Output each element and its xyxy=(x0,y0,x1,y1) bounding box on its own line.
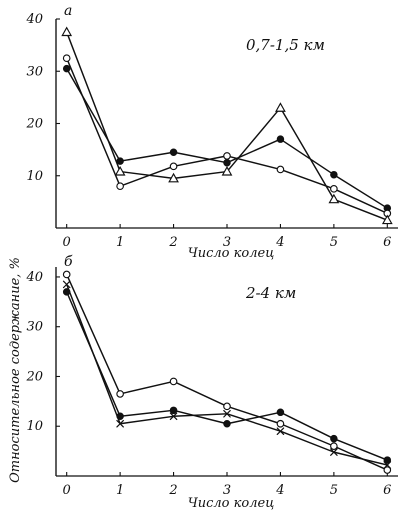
panel-a-distance-annotation: 0,7-1,5 км xyxy=(246,36,325,54)
panel-a-series-2-point-0 xyxy=(62,54,71,63)
panel-a-series-2-open-circle-line xyxy=(65,57,389,215)
panel-a-series xyxy=(61,26,393,225)
panel-a-series-1-point-4 xyxy=(276,135,285,143)
panel-a-y-tick-label-40: 40 xyxy=(25,12,43,27)
panel-b-distance-annotation: 2-4 км xyxy=(245,284,296,302)
panel-b-series-2-point-1 xyxy=(116,390,124,398)
panel-a-series-3-point-4 xyxy=(275,102,286,112)
panel-b-series-2-point-3 xyxy=(223,402,231,411)
panel-b-series-1-point-3 xyxy=(223,420,231,428)
panel-b-series-2-point-2 xyxy=(169,377,178,386)
panel-a-series-3-point-2 xyxy=(168,172,179,183)
panel-b-series-2-point-0 xyxy=(62,270,71,279)
panel-a-x-tick-label-1: 1 xyxy=(116,235,124,250)
panel-b-x-tick-label-4: 4 xyxy=(275,483,284,498)
panel-b-series xyxy=(62,270,392,474)
panel-b-series-3-point-2 xyxy=(169,412,178,421)
panel-a-series-2-point-1 xyxy=(116,182,124,191)
panel-a-series-1-point-1 xyxy=(116,157,124,165)
panel-b-x-tick-label-3: 3 xyxy=(223,483,231,498)
panel-a-series-1-filled-circle-line xyxy=(65,67,389,209)
panel-a-series-3-point-6 xyxy=(381,214,393,225)
chart-panel-b: б 2-4 км Число колец 0 1 2 3 4 5 6 10 20 30 40 xyxy=(25,254,398,511)
panel-a-series-3-point-5 xyxy=(328,193,340,204)
panel-a-x-tick-label-4: 4 xyxy=(275,235,284,250)
panel-b-series-1-point-2 xyxy=(169,406,178,415)
panel-a-series-1-point-5 xyxy=(330,170,338,179)
panel-b-x-tick-label-2: 2 xyxy=(168,483,177,498)
panel-a-x-tick-label-3: 3 xyxy=(223,235,231,250)
panel-b-x-tick-label-5: 5 xyxy=(330,483,338,498)
panel-a-x-tick-label-2: 2 xyxy=(168,235,177,250)
panel-a-series-2-point-3 xyxy=(223,152,231,160)
panel-b-series-1-point-6 xyxy=(383,456,392,464)
panel-b-series-3-point-1 xyxy=(116,419,124,428)
panel-a-series-3-point-0 xyxy=(61,26,73,37)
panel-a-y-tick-label-20: 20 xyxy=(25,117,43,132)
panel-b-y-tick-label-30: 30 xyxy=(26,320,43,335)
panel-a-series-2-point-2 xyxy=(169,162,178,171)
panel-b-y-tick-label-10: 10 xyxy=(26,419,43,434)
panel-b-series-3-x-line xyxy=(65,283,389,466)
panel-b-x-tick-label-0: 0 xyxy=(63,483,71,498)
panel-a-x-tick-label-6: 6 xyxy=(383,235,391,250)
panel-a-label: а xyxy=(64,3,72,19)
panel-b-series-2-point-4 xyxy=(276,419,285,428)
panel-b-x-axis-label: Число колец xyxy=(188,496,275,511)
panel-b-series-1-filled-circle-line xyxy=(65,291,389,461)
panel-a-series-3-point-3 xyxy=(221,165,233,176)
panel-b-x-tick-label-1: 1 xyxy=(116,483,124,498)
panel-b-series-3-point-5 xyxy=(330,448,338,456)
panel-b-series-3-point-4 xyxy=(276,427,285,436)
panel-b-y-tick-label-20: 20 xyxy=(25,369,43,384)
panel-a-series-1-point-3 xyxy=(223,158,231,167)
panel-b-series-1-point-4 xyxy=(276,408,285,417)
panel-a-series-1-point-0 xyxy=(62,64,71,73)
panel-a-x-axis-label: Число колец xyxy=(188,246,275,261)
panel-a-series-1-point-2 xyxy=(169,148,178,156)
panel-b-y-tick-label-40: 40 xyxy=(25,270,43,285)
chart-panel-a: а 0,7-1,5 км Число колец 0 1 2 3 4 5 6 10 20 30 40 xyxy=(25,3,398,261)
panel-b-series-1-point-5 xyxy=(330,434,338,443)
panel-a-series-2-point-5 xyxy=(330,184,338,193)
panel-a-series-3-point-1 xyxy=(114,165,126,176)
panel-b-ticks: 0 1 2 3 4 5 6 10 20 30 40 xyxy=(25,270,391,498)
panel-a-x-tick-label-0: 0 xyxy=(63,235,71,250)
panel-b-label: б xyxy=(64,254,73,270)
panel-b-series-3-point-6 xyxy=(383,461,392,469)
panel-b-series-3-point-0 xyxy=(62,280,71,289)
panel-a-series-2-point-4 xyxy=(276,165,285,174)
panel-a-y-tick-label-10: 10 xyxy=(26,169,43,184)
panel-a-ticks: 0 1 2 3 4 5 6 10 20 30 40 xyxy=(25,12,391,250)
panel-b-series-3-point-3 xyxy=(223,409,231,418)
panel-b-series-2-point-6 xyxy=(383,466,392,474)
y-axis-label: Относительное содержание, % xyxy=(8,257,23,483)
panel-b-series-2-point-5 xyxy=(330,442,338,450)
panel-a-y-tick-label-30: 30 xyxy=(26,64,43,79)
panel-b-x-tick-label-6: 6 xyxy=(383,483,391,498)
panel-a-x-tick-label-5: 5 xyxy=(330,235,338,250)
